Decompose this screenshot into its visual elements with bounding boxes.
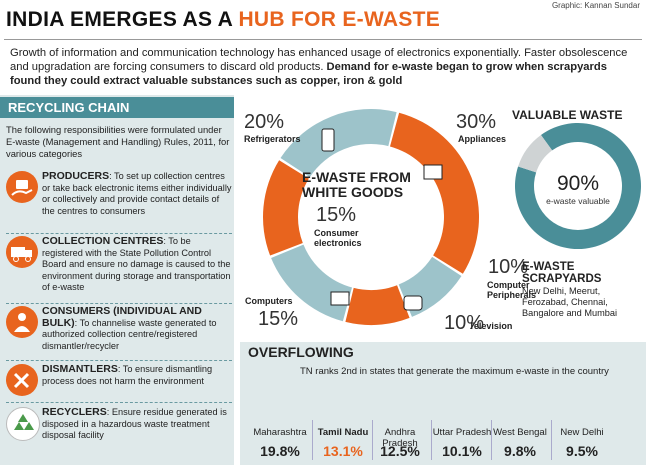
valuable-waste-title: VALUABLE WASTE bbox=[512, 108, 623, 122]
label-refrigerators: Refrigerators bbox=[244, 134, 301, 144]
pct-television: 10% bbox=[444, 312, 485, 334]
headline-part1: INDIA EMERGES AS A bbox=[6, 8, 239, 31]
state-name: Maharashtra bbox=[253, 427, 307, 438]
resp-name: PRODUCERS bbox=[42, 170, 110, 182]
recycle-icon bbox=[6, 407, 40, 441]
headline-part2: HUB FOR E-WASTE bbox=[238, 8, 441, 31]
scrapyards-title: E-WASTE SCRAPYARDS bbox=[522, 261, 602, 285]
pct-refrigerators: 20% bbox=[244, 111, 285, 133]
slice-e-waste-valuable bbox=[514, 123, 642, 250]
separator bbox=[6, 360, 232, 361]
headline: INDIA EMERGES AS A HUB FOR E-WASTE bbox=[6, 8, 440, 32]
column-separator bbox=[371, 420, 373, 460]
state-name: Tamil Nadu bbox=[317, 427, 369, 438]
slice-refrigerators bbox=[280, 108, 397, 178]
resp-name: DISMANTLERS bbox=[42, 363, 118, 375]
donut-valuable-waste bbox=[514, 123, 642, 250]
separator bbox=[6, 233, 232, 234]
producer-icon bbox=[6, 171, 38, 203]
separator bbox=[6, 402, 232, 403]
state-name: Uttar Pradesh bbox=[432, 427, 492, 438]
state-name: West Bengal bbox=[493, 427, 547, 438]
resp-text: : To set up collection centres or take b… bbox=[42, 171, 232, 216]
resp-name: RECYCLERS bbox=[42, 406, 107, 418]
state-value: 19.8% bbox=[260, 443, 300, 459]
label-television: Television bbox=[469, 321, 513, 331]
state-value: 12.5% bbox=[380, 443, 420, 459]
overflowing-note: TN ranks 2nd in states that generate the… bbox=[300, 366, 609, 377]
resp-text: : To channelise waste generated to autho… bbox=[42, 317, 217, 351]
column-separator bbox=[311, 420, 313, 460]
resp-name: CONSUMERS (INDIVIDUAL AND BULK) bbox=[42, 305, 202, 329]
pct-peripherals: 10% bbox=[488, 256, 529, 278]
label-peripherals: Computer Peripherals bbox=[487, 280, 537, 300]
slice-other bbox=[518, 135, 553, 173]
truck-icon bbox=[6, 236, 38, 268]
tools-icon bbox=[6, 364, 38, 396]
state-value: 10.1% bbox=[442, 443, 482, 459]
column-separator bbox=[551, 420, 552, 460]
resp-text: : Ensure residue generated is disposed i… bbox=[42, 407, 227, 440]
state-value: 13.1% bbox=[323, 443, 363, 459]
intro-bold: Demand for e-waste began to grow when sc… bbox=[10, 61, 607, 87]
label-appliances: Appliances bbox=[458, 134, 507, 144]
graphic-credit: Graphic: Kannan Sundar bbox=[551, 1, 640, 10]
resp-text: : To be registered with the State Pollut… bbox=[42, 236, 231, 292]
overflowing-panel bbox=[240, 342, 646, 465]
slice-appliances bbox=[390, 112, 479, 274]
fridge-icon bbox=[321, 128, 335, 152]
state-name: New Delhi bbox=[560, 427, 604, 438]
resp-name: COLLECTION CENTRES bbox=[42, 235, 164, 247]
slice-television bbox=[345, 285, 410, 325]
slice-consumer-electronics bbox=[263, 160, 309, 256]
recycling-chain-title: RECYCLING CHAIN bbox=[0, 97, 234, 118]
column-separator bbox=[491, 420, 492, 460]
consumer-icon bbox=[6, 306, 38, 338]
pct-appliances: 30% bbox=[456, 111, 497, 133]
donut-title: E-WASTE FROM WHITE GOODS bbox=[302, 169, 411, 200]
separator bbox=[6, 303, 232, 304]
pct-computers: 15% bbox=[258, 308, 299, 330]
state-value: 9.5% bbox=[566, 443, 598, 459]
computer-icon bbox=[330, 291, 350, 306]
recycling-chain-panel bbox=[0, 95, 234, 465]
recycling-chain-intro: The following responsibilities were form… bbox=[6, 124, 230, 159]
divider bbox=[4, 39, 642, 40]
intro-paragraph: Growth of information and communication … bbox=[10, 46, 640, 88]
pct-consumer-electronics: 15% bbox=[316, 204, 357, 226]
resp-text: : To ensure dismantling process does not… bbox=[42, 364, 213, 386]
overflowing-title: OVERFLOWING bbox=[248, 344, 354, 360]
column-separator bbox=[431, 420, 432, 460]
intro-normal: Growth of information and communication … bbox=[10, 47, 628, 73]
valuable-waste-label: e-waste valuable bbox=[546, 196, 610, 206]
valuable-waste-pct: 90% bbox=[556, 172, 600, 195]
tv-icon bbox=[403, 295, 423, 311]
appliance-icon bbox=[423, 164, 443, 180]
state-value: 9.8% bbox=[504, 443, 536, 459]
label-computers: Computers bbox=[245, 296, 293, 306]
scrapyards-body: New Delhi, Meerut, Ferozabad, Chennai, B… bbox=[522, 286, 617, 318]
state-name: Andhra Pradesh bbox=[382, 427, 418, 449]
label-consumer-electronics: Consumer electronics bbox=[314, 228, 362, 248]
